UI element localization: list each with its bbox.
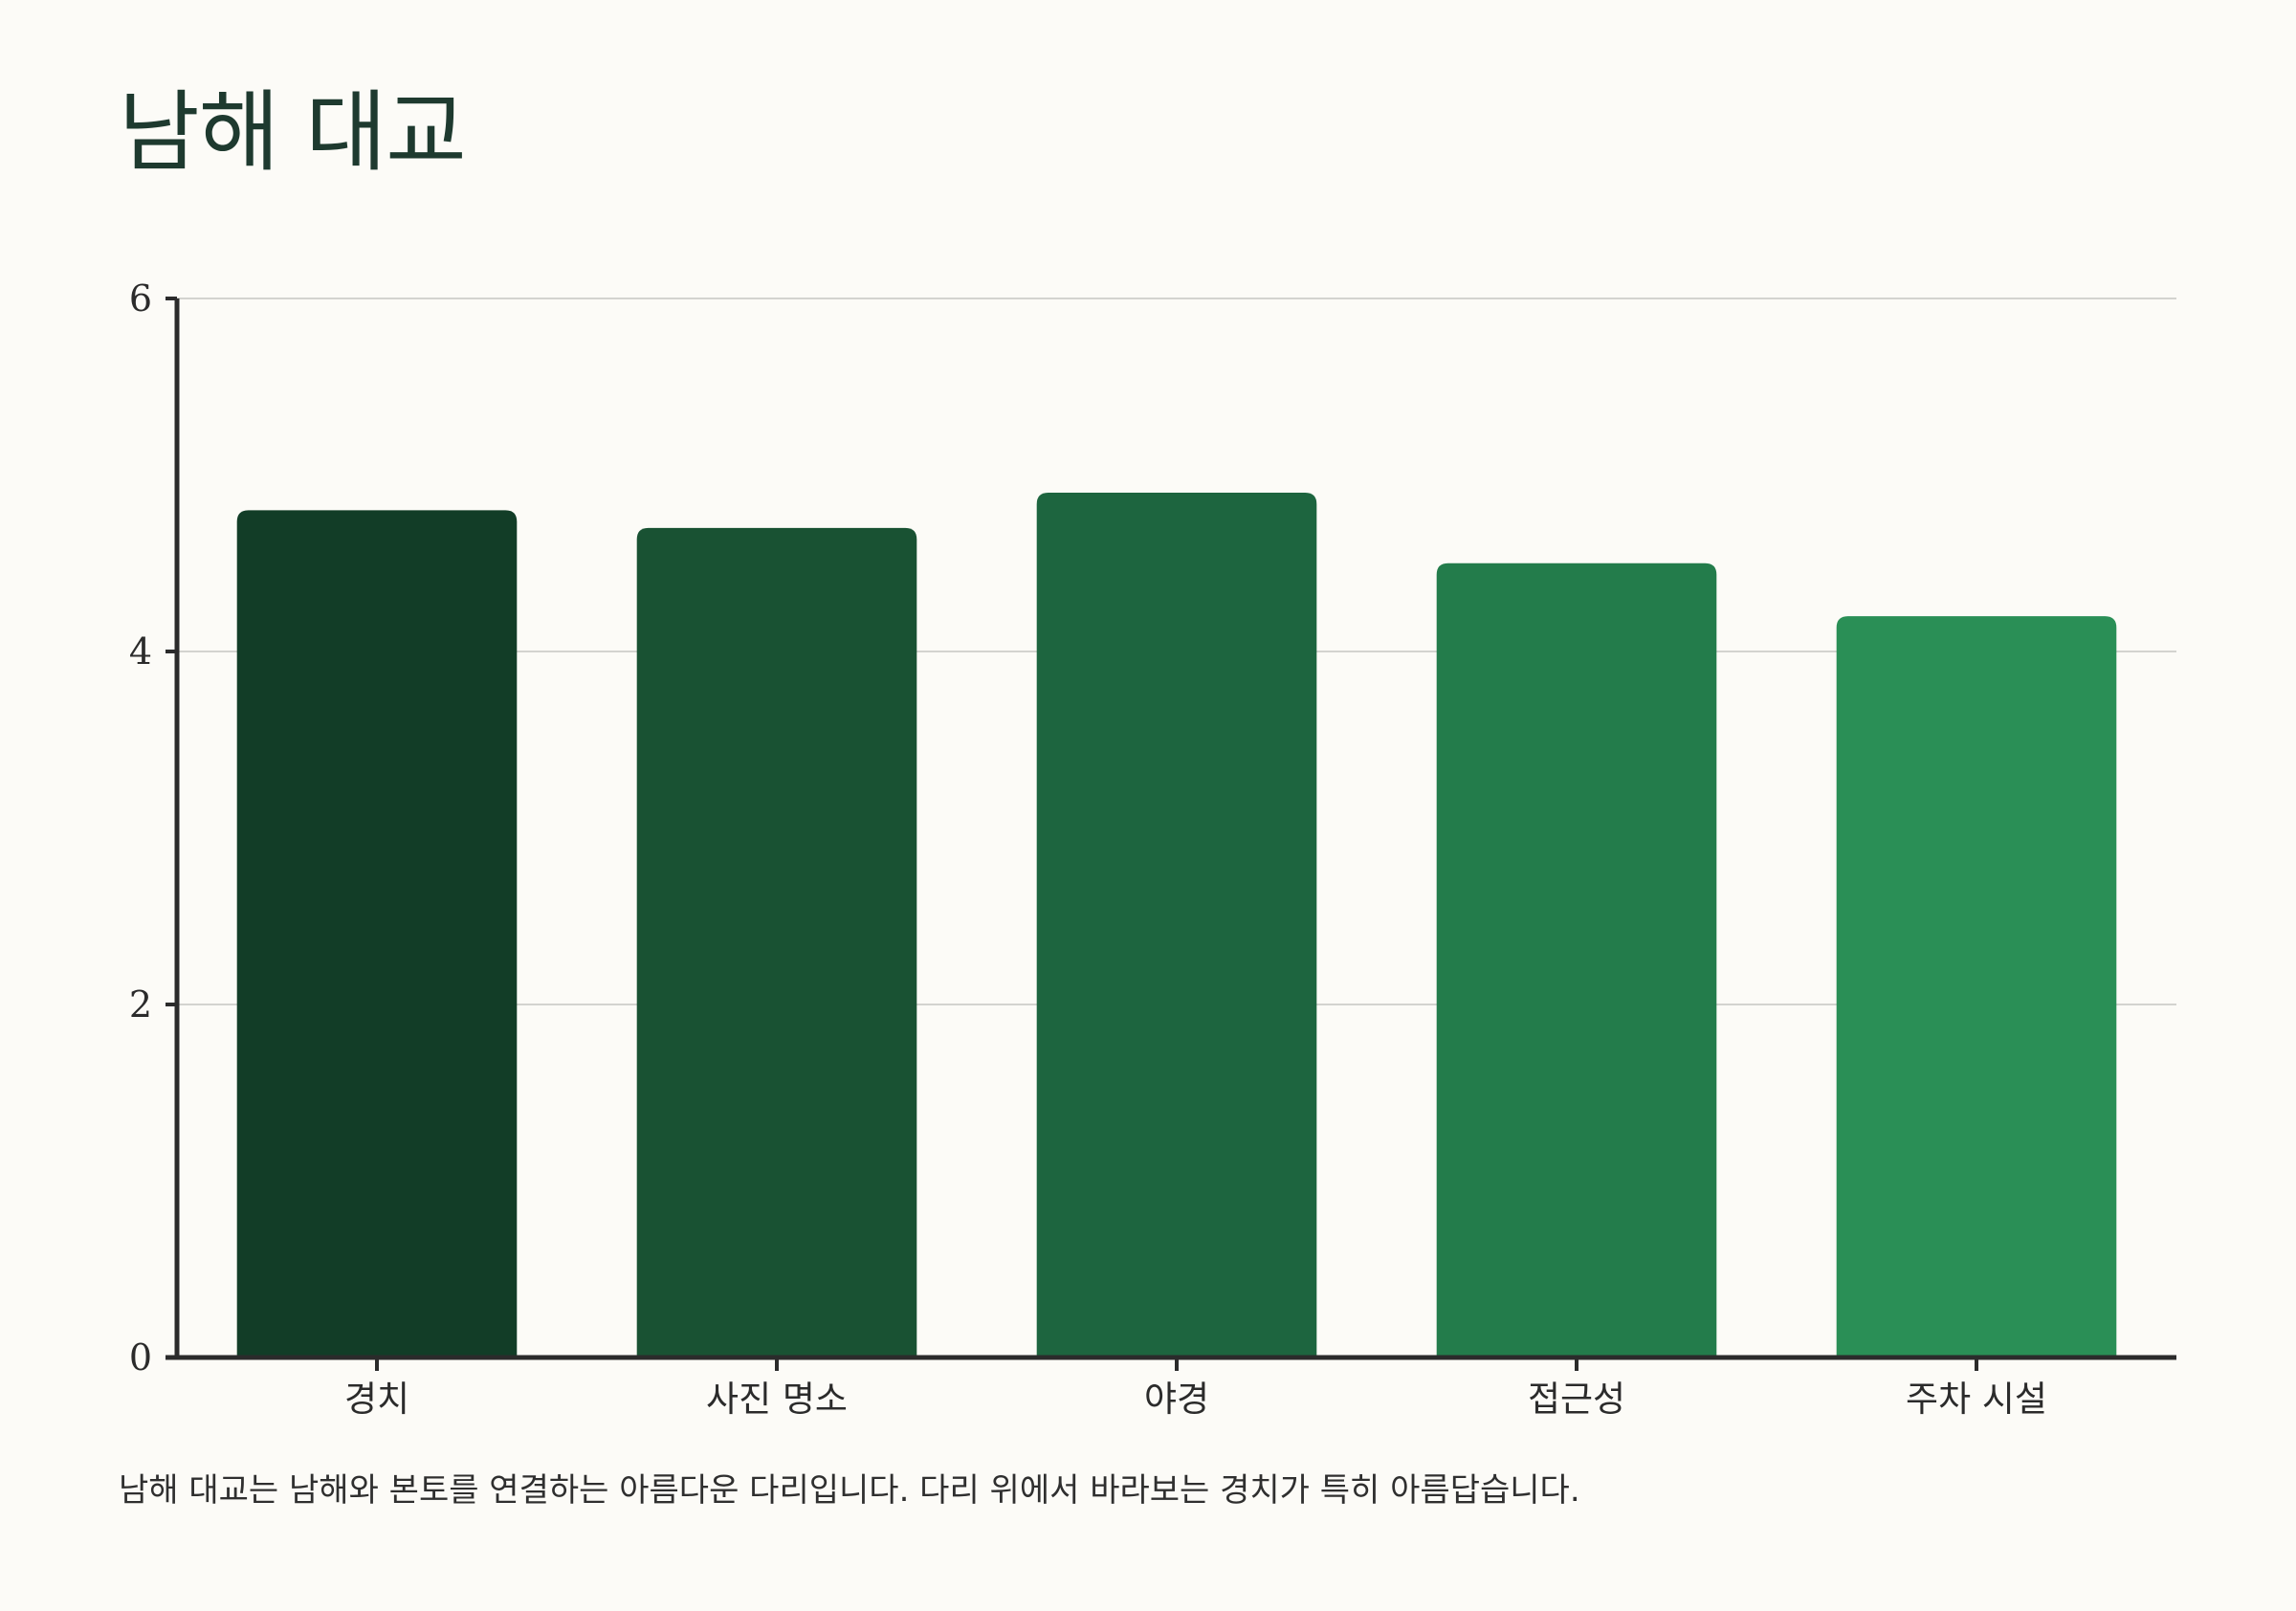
y-tick-label: 6 xyxy=(129,277,152,320)
page-title: 남해 대교 xyxy=(119,81,467,184)
x-tick-label: 접근성 xyxy=(1528,1379,1625,1420)
bars xyxy=(236,492,2117,1357)
y-tick-label: 2 xyxy=(129,983,152,1026)
bar-3 xyxy=(1036,492,1317,1357)
x-tick-label: 야경 xyxy=(1144,1379,1209,1420)
x-tick-label: 주차 시설 xyxy=(1906,1379,2047,1420)
x-tick-label: 경치 xyxy=(344,1379,409,1420)
y-tick-label: 4 xyxy=(129,630,152,673)
bar-5 xyxy=(1836,616,2117,1357)
x-tick-label: 사진 명소 xyxy=(706,1379,848,1420)
bar-4 xyxy=(1436,563,1717,1357)
chart-caption: 남해 대교는 남해와 본토를 연결하는 아름다운 다리입니다. 다리 위에서 바… xyxy=(119,1471,1580,1510)
axes xyxy=(166,297,2176,1371)
bar-2 xyxy=(636,527,917,1357)
y-tick-label: 0 xyxy=(129,1336,152,1379)
bar-1 xyxy=(236,510,518,1357)
tick-labels: 0 2 4 6 경치 사진 명소 야경 접근성 주차 시설 xyxy=(129,277,2047,1420)
